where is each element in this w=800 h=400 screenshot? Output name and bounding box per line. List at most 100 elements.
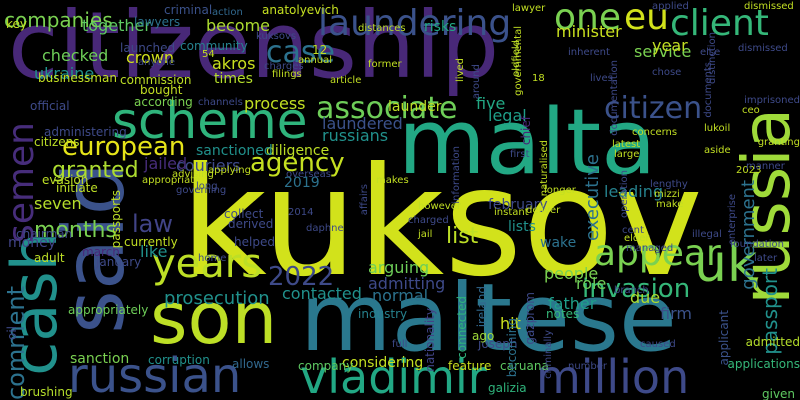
word-given: given xyxy=(762,387,796,400)
word-lived: lived xyxy=(455,58,466,82)
word-operation: operation xyxy=(619,170,630,219)
word-normal: normal xyxy=(372,286,429,305)
word-applicant: applicant xyxy=(717,310,731,366)
word-lukoil: lukoil xyxy=(704,123,731,134)
word-citizen: citizen xyxy=(604,91,703,126)
word-vladimir: vladimir xyxy=(300,350,487,400)
word-governing: governing xyxy=(176,185,227,196)
word-oil: oil xyxy=(5,326,19,341)
word-oldfield: oldfield xyxy=(511,40,522,77)
word-latest: latest xyxy=(612,139,641,150)
word-channels: channels xyxy=(198,97,243,108)
word-applications: applications xyxy=(727,357,800,371)
word-company: company xyxy=(298,359,354,373)
word-considering: considering xyxy=(342,355,424,371)
word-documentation: documentation xyxy=(609,60,620,136)
word-illegal: illegal xyxy=(692,229,722,240)
word-contacted: contacted xyxy=(282,284,362,303)
word-prosecution: prosecution xyxy=(164,288,270,309)
word-charges: charges xyxy=(264,61,304,72)
word-checked: checked xyxy=(42,46,109,65)
word-allows: allows xyxy=(232,357,270,371)
word-full: full xyxy=(392,339,408,350)
word-laundering: laundering xyxy=(318,3,512,44)
word-criminally: criminally xyxy=(543,330,554,379)
word-mizzi: mizzi xyxy=(654,189,680,200)
word-money: money xyxy=(8,235,56,251)
word-branch: branch xyxy=(614,285,649,296)
word-industry: industry xyxy=(358,307,408,321)
word-chief: chief xyxy=(519,116,533,146)
word-uk: uk xyxy=(694,234,758,294)
word-initiate: initiate xyxy=(56,181,98,195)
word-commission: commission xyxy=(120,73,192,87)
word-one: one xyxy=(554,0,621,38)
word-european: european xyxy=(62,132,186,162)
word-risks: risks xyxy=(424,19,457,35)
word-instant: instant xyxy=(494,207,529,218)
word-client: client xyxy=(670,3,769,44)
word-large: large xyxy=(614,149,640,160)
word-kuksovs: kuksovs xyxy=(256,31,297,42)
word-connected: connected xyxy=(455,296,469,359)
word-annual: annual xyxy=(298,55,333,66)
word-leading: leading xyxy=(604,182,663,201)
word-appropriate: appropriate xyxy=(142,175,201,186)
word-later: later xyxy=(754,253,778,264)
word-distances: distances xyxy=(358,23,406,34)
word-citizenship: citizenship xyxy=(8,0,500,99)
word-make: make xyxy=(656,199,684,210)
word-passports: passports xyxy=(109,190,123,249)
word-evasion: evasion xyxy=(42,173,89,187)
word-12: 12 xyxy=(312,43,328,57)
word-notes: notes xyxy=(546,307,580,321)
word-appropriately: appropriately xyxy=(68,303,149,317)
word-lawyer: lawyer xyxy=(512,3,546,14)
word-derived: derived xyxy=(228,217,274,231)
word-hit: hit xyxy=(500,314,521,333)
word-due: due xyxy=(630,288,661,307)
word-managed: managed xyxy=(626,243,674,254)
word-sanctioned: sanctioned xyxy=(196,143,273,159)
word-2014: 2014 xyxy=(288,207,314,218)
word-deliver: deliver xyxy=(526,205,561,216)
word-crown: crown xyxy=(126,48,175,67)
word-times: times xyxy=(214,71,253,87)
word-scheme: scheme xyxy=(112,92,308,150)
word-chose: chose xyxy=(652,67,682,78)
word-imprisoned: imprisoned xyxy=(744,95,800,106)
word-else: else xyxy=(700,47,721,58)
word-gazprom: gazprom xyxy=(523,292,537,345)
word-admitting: admitting xyxy=(368,274,446,293)
word-caruana: caruana xyxy=(500,359,549,373)
word-enterprise: enterprise xyxy=(727,194,738,246)
word-malta: malta xyxy=(398,90,657,195)
word-launder: launder xyxy=(388,99,442,115)
word-russians: russians xyxy=(322,126,389,145)
word-launched: launched xyxy=(120,41,176,55)
word-dismissed: dismissed xyxy=(744,1,794,12)
word-54: 54 xyxy=(202,49,215,60)
word-long: long xyxy=(196,181,218,192)
word-arguing: arguing xyxy=(368,258,430,277)
word-around: around xyxy=(471,64,482,100)
word-anatolyevich: anatolyevich xyxy=(262,3,339,17)
word-lists: lists xyxy=(508,219,536,235)
word-companies: companies xyxy=(4,8,113,32)
word-18: 18 xyxy=(532,73,545,84)
word-granted: granted xyxy=(52,158,139,183)
word-according: according xyxy=(134,95,193,109)
word-kuksov: kuksov xyxy=(180,136,703,310)
word-businessman: businessman xyxy=(38,71,117,85)
word-administering: administering xyxy=(44,125,127,139)
word-daphne: daphne xyxy=(306,223,344,234)
word-jailed: jailed xyxy=(144,154,188,173)
word-months: months xyxy=(34,218,117,243)
word-joseph: joseph xyxy=(478,337,518,351)
word-brushing: brushing xyxy=(20,385,73,399)
word-legal: legal xyxy=(488,106,527,125)
word-ago: ago xyxy=(472,329,495,343)
word-action: action xyxy=(212,7,243,18)
word-applied: applied xyxy=(652,1,689,12)
